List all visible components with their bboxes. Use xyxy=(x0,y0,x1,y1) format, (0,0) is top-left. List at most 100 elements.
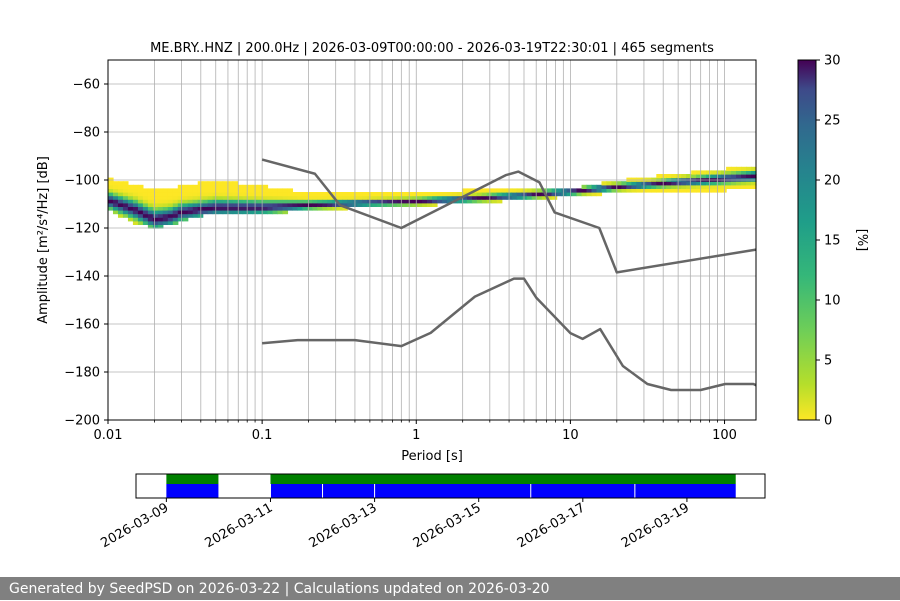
psd-histogram-cell xyxy=(122,202,129,207)
psd-histogram-cell xyxy=(222,181,229,186)
psd-histogram-cell xyxy=(317,199,323,204)
availability-frame xyxy=(135,473,766,499)
psd-histogram-cell xyxy=(112,188,119,193)
psd-histogram-cell xyxy=(551,195,558,200)
psd-histogram-cell xyxy=(247,195,254,200)
psd-histogram-cell xyxy=(322,206,328,211)
psd-histogram-cell xyxy=(132,195,139,200)
psd-histogram-cell xyxy=(746,174,752,179)
psd-histogram-cell xyxy=(232,188,239,193)
psd-histogram-cell xyxy=(257,199,264,204)
psd-histogram-cell xyxy=(626,184,632,189)
psd-histogram-cell xyxy=(192,213,199,218)
psd-histogram-cell xyxy=(207,206,214,211)
psd-histogram-cell xyxy=(591,184,598,189)
psd-histogram-cell xyxy=(302,199,308,204)
psd-histogram-cell xyxy=(142,206,149,211)
psd-histogram-cell xyxy=(192,184,199,189)
psd-histogram-cell xyxy=(481,192,488,197)
psd-histogram-cell xyxy=(317,192,323,197)
psd-histogram-cell xyxy=(182,184,189,189)
psd-histogram-cell xyxy=(636,184,642,189)
psd-histogram-cell xyxy=(232,210,239,215)
psd-histogram-cell xyxy=(192,188,199,193)
psd-histogram-cell xyxy=(112,184,119,189)
psd-histogram-cell xyxy=(631,181,637,186)
psd-histogram-cell xyxy=(137,195,144,200)
psd-histogram-cell xyxy=(297,195,303,200)
x-axis-tick-label: 100 xyxy=(712,428,737,443)
psd-histogram-cell xyxy=(666,174,672,179)
psd-histogram-cell xyxy=(242,195,249,200)
psd-histogram-cell xyxy=(656,184,662,189)
psd-histogram-cell xyxy=(232,192,239,197)
psd-histogram-cell xyxy=(746,184,752,189)
psd-histogram-cell xyxy=(676,174,682,179)
psd-histogram-cell xyxy=(117,188,124,193)
psd-histogram-cell xyxy=(606,184,613,189)
psd-histogram-cell xyxy=(242,188,249,193)
psd-histogram-cell xyxy=(322,202,328,207)
psd-histogram-cell xyxy=(621,181,627,186)
psd-histogram-cell xyxy=(257,202,264,207)
psd-histogram-cell xyxy=(681,184,687,189)
psd-histogram-cell xyxy=(461,195,468,200)
psd-histogram-cell xyxy=(746,170,752,175)
colorbar-tick-label: 25 xyxy=(824,114,841,129)
psd-histogram-cell xyxy=(177,188,184,193)
psd-histogram-cell xyxy=(636,188,642,193)
psd-histogram-cell xyxy=(177,213,184,218)
psd-histogram-cell xyxy=(327,199,333,204)
psd-histogram-cell xyxy=(432,199,438,204)
y-axis-tick-label: −100 xyxy=(64,174,100,189)
psd-histogram-cell xyxy=(152,192,159,197)
psd-histogram-cell xyxy=(671,184,677,189)
psd-histogram-cell xyxy=(751,181,757,186)
colorbar xyxy=(797,59,817,421)
psd-histogram-cell xyxy=(496,199,503,204)
psd-histogram-cell xyxy=(721,181,727,186)
psd-histogram-cell xyxy=(696,188,702,193)
psd-histogram-cell xyxy=(277,202,284,207)
psd-histogram-cell xyxy=(432,192,438,197)
psd-histogram-cell xyxy=(412,202,418,207)
psd-histogram-cell xyxy=(686,184,692,189)
psd-histogram-cell xyxy=(601,181,608,186)
psd-histogram-cell xyxy=(127,195,134,200)
psd-histogram-cell xyxy=(222,184,229,189)
psd-histogram-cell xyxy=(108,192,114,197)
psd-histogram-cell xyxy=(466,199,473,204)
psd-histogram-cell xyxy=(422,202,428,207)
psd-histogram-cell xyxy=(427,192,433,197)
psd-histogram-cell xyxy=(137,217,144,222)
psd-histogram-cell xyxy=(606,188,613,193)
psd-histogram-cell xyxy=(127,192,134,197)
psd-histogram-cell xyxy=(207,195,214,200)
psd-histogram-cell xyxy=(157,210,164,215)
psd-histogram-cell xyxy=(317,206,323,211)
psd-histogram-cell xyxy=(651,184,657,189)
psd-histogram-cell xyxy=(147,206,154,211)
psd-histogram-cell xyxy=(137,202,144,207)
y-axis-tick-label: −180 xyxy=(64,366,100,381)
psd-histogram-cell xyxy=(546,192,553,197)
psd-histogram-cell xyxy=(237,188,244,193)
psd-histogram-cell xyxy=(392,192,398,197)
psd-histogram-cell xyxy=(402,202,408,207)
psd-histogram-cell xyxy=(586,184,593,189)
psd-histogram-cell xyxy=(147,195,154,200)
psd-histogram-cell xyxy=(446,199,453,204)
data-availability-span xyxy=(166,474,219,484)
psd-histogram-cell xyxy=(516,195,523,200)
psd-histogram-cell xyxy=(267,199,274,204)
psd-histogram-cell xyxy=(302,202,308,207)
psd-histogram-cell xyxy=(117,181,124,186)
psd-histogram-cell xyxy=(108,199,114,204)
chart-title: ME.BRY..HNZ | 200.0Hz | 2026-03-09T00:00… xyxy=(150,41,714,56)
psd-histogram-cell xyxy=(741,170,747,175)
psd-histogram-cell xyxy=(526,192,533,197)
psd-histogram-cell xyxy=(232,206,239,211)
psd-histogram-cell xyxy=(541,195,548,200)
psd-histogram-cell xyxy=(706,188,712,193)
psd-histogram-cell xyxy=(711,188,717,193)
